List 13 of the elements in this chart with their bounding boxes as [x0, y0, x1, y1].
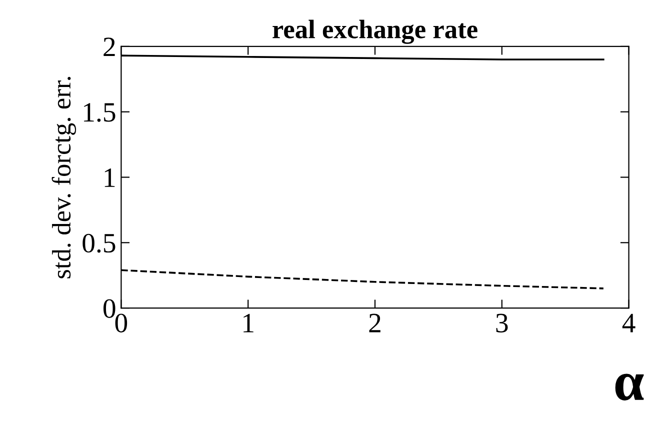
y-tick-label: 0.5: [82, 234, 116, 253]
y-axis-title: std. dev. forctg. err.: [52, 76, 76, 278]
x-tick-label: 3: [496, 314, 508, 332]
x-axis-title: α: [615, 374, 644, 400]
y-tick-label: 1.5: [84, 103, 116, 122]
y-tick-label: 2: [104, 38, 115, 56]
y-tick-label: 0: [103, 299, 116, 318]
x-tick-label: 1: [244, 314, 254, 332]
x-tick-label: 4: [622, 314, 636, 332]
x-tick-label: 2: [369, 314, 380, 332]
chart-title: real exchange rate: [272, 20, 478, 44]
x-tick-label: 0: [115, 314, 128, 332]
y-tick-label: 1: [104, 168, 115, 187]
